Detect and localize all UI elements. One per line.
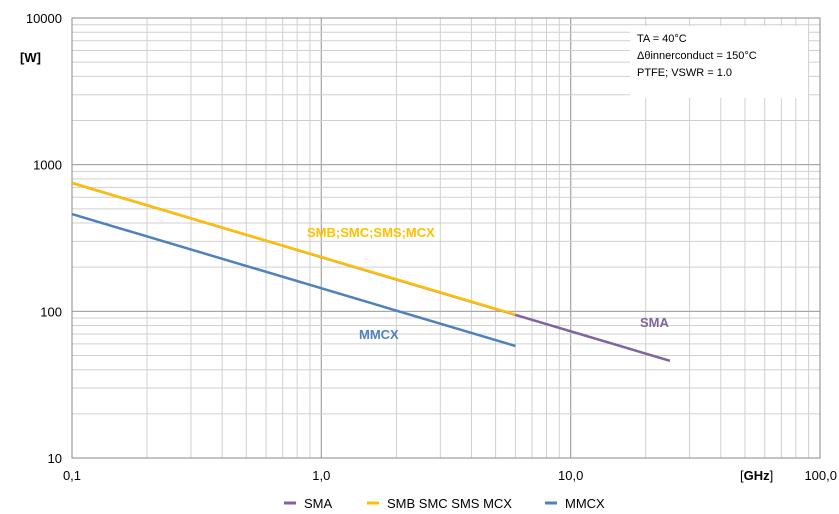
x-axis-tick-labels: 0,1 1,0 10,0 100,0 [63, 468, 837, 483]
plot-area-border [71, 17, 821, 459]
series-line-smb-smc-sms-mcx [71, 181, 516, 316]
legend-label: SMB SMC SMS MCX [387, 496, 512, 511]
info-line-temperature: TA = 40°C [637, 33, 687, 45]
x-axis-label-close: ] [770, 468, 774, 483]
y-tick-label: 10 [48, 451, 62, 466]
y-tick-label: 1000 [33, 158, 62, 173]
x-axis-label-open: [ [740, 468, 744, 483]
legend-label: MMCX [565, 496, 605, 511]
x-tick-label: 100,0 [804, 468, 837, 483]
x-axis-label-unit: GHz [744, 468, 771, 483]
y-axis-label: [W] [20, 50, 41, 65]
x-axis-label: [GHz] [740, 468, 773, 483]
annotation-mmcx: MMCX [359, 327, 399, 342]
y-tick-label: 100 [40, 304, 62, 319]
x-tick-label: 1,0 [312, 468, 330, 483]
info-box: TA = 40°C Δθinnerconduct = 150°C PTFE; V… [630, 26, 808, 98]
x-tick-label: 0,1 [63, 468, 81, 483]
legend: SMA SMB SMC SMS MCX MMCX [284, 496, 605, 511]
series-layer [71, 181, 671, 362]
y-axis-tick-labels: 10 100 1000 10000 [26, 11, 62, 466]
grid-lines [71, 17, 821, 459]
annotation-sma: SMA [640, 315, 670, 330]
info-line-delta-theta: Δθinnerconduct = 150°C [637, 50, 757, 62]
y-tick-label: 10000 [26, 11, 62, 26]
series-line-mmcx [71, 212, 516, 348]
legend-label: SMA [304, 496, 333, 511]
x-tick-label: 10,0 [558, 468, 583, 483]
annotation-smb-smc-sms-mcx: SMB;SMC;SMS;MCX [307, 225, 435, 240]
info-box-background [630, 26, 808, 98]
info-line-material: PTFE; VSWR = 1.0 [637, 67, 732, 79]
